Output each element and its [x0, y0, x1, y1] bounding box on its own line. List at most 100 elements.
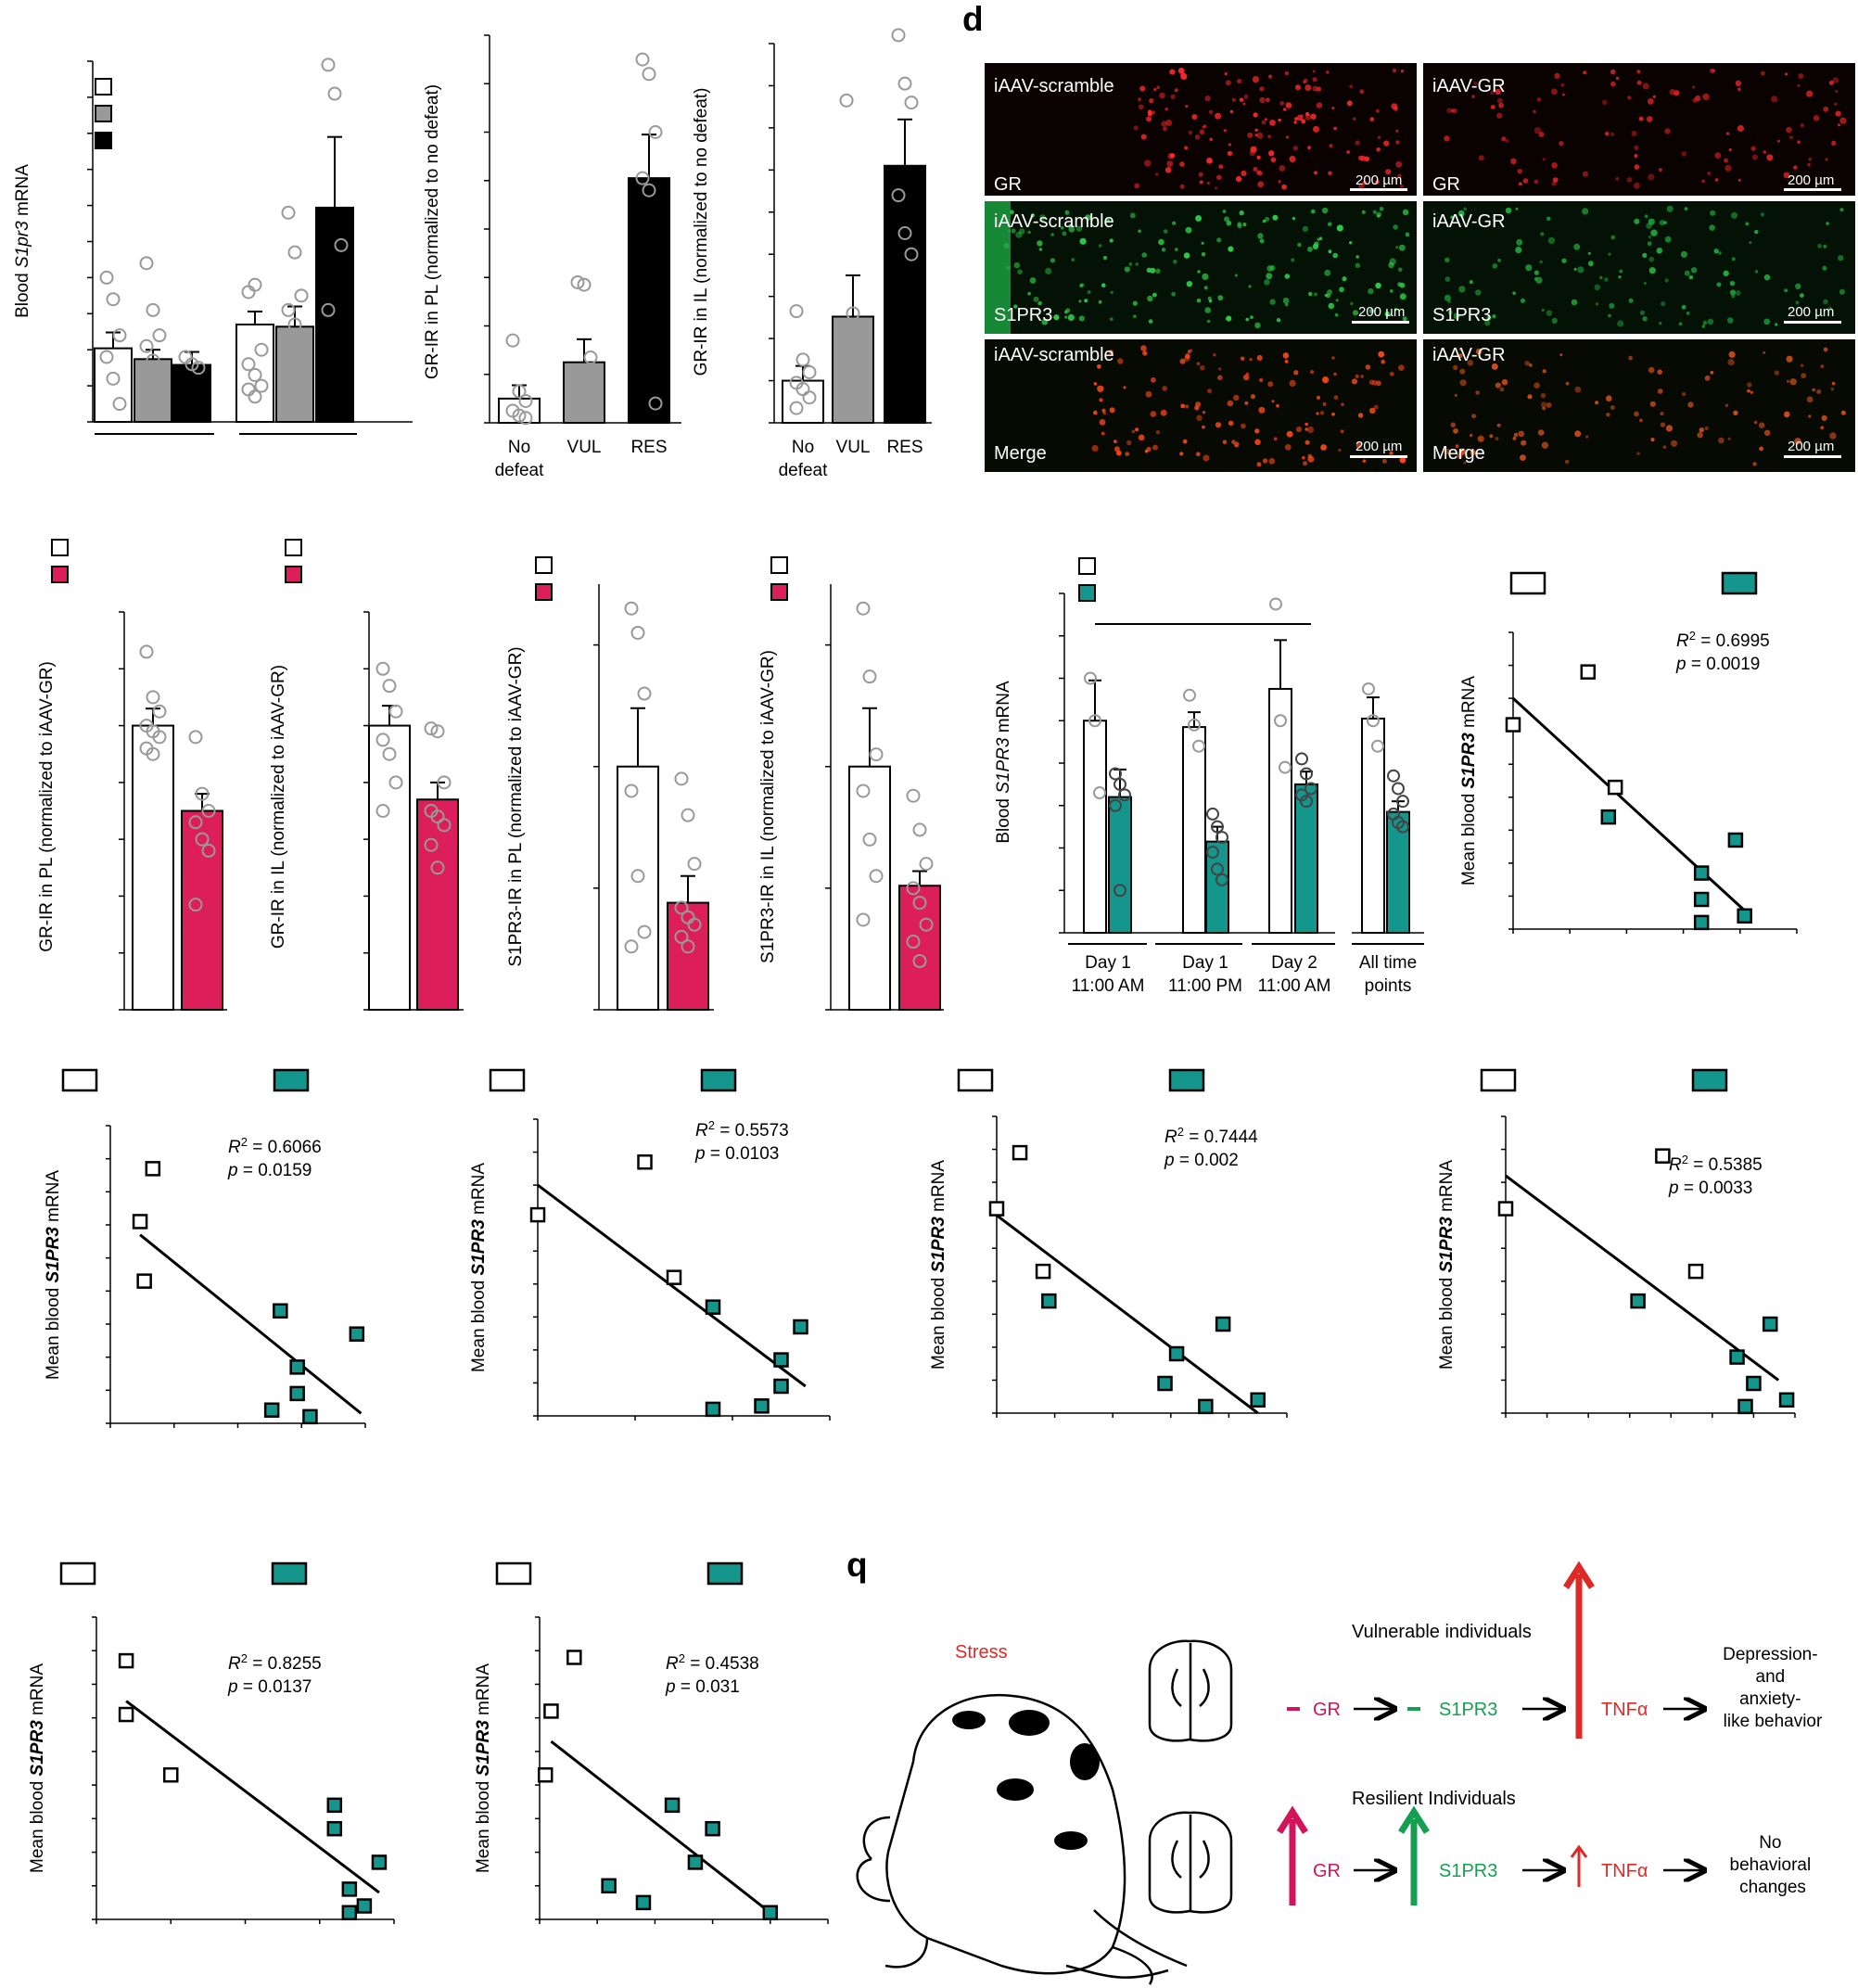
- data-point: [294, 328, 309, 343]
- cell-dot: [1447, 299, 1452, 303]
- cell-dot: [1209, 137, 1213, 142]
- data-point: [856, 912, 871, 927]
- r-squared-value: 0.8255: [268, 1654, 322, 1674]
- scale-bar-label: 200 µm: [1358, 304, 1405, 320]
- data-point: [1215, 873, 1228, 886]
- cell-dot: [1204, 307, 1212, 313]
- cell-dot: [1727, 317, 1734, 324]
- cell-dot: [1647, 98, 1654, 105]
- cell-dot: [1179, 184, 1185, 189]
- cell-dot: [1838, 123, 1840, 127]
- data-point: [1300, 767, 1313, 781]
- cell-dot: [1490, 90, 1495, 96]
- data-point-ptsd: [773, 1352, 789, 1368]
- data-point-ptsd: [326, 1820, 343, 1837]
- cell-dot: [1242, 102, 1246, 106]
- cell-dot: [1316, 395, 1321, 400]
- cell-dot: [1496, 97, 1503, 104]
- micrograph-channel: GR: [1432, 174, 1460, 195]
- cell-dot: [1775, 323, 1778, 326]
- cell-dot: [1218, 164, 1224, 170]
- data-point: [856, 601, 871, 616]
- cell-dot: [1496, 112, 1503, 119]
- cell-dot: [1834, 89, 1839, 94]
- r-squared-exp: 2: [241, 1651, 248, 1665]
- cell-dot: [1636, 452, 1640, 455]
- cell-dot: [1237, 222, 1241, 226]
- brain-resilient: [1148, 1811, 1233, 1914]
- cell-dot: [1821, 414, 1827, 421]
- cell-dot: [1541, 308, 1546, 312]
- r-squared-symbol: R: [666, 1654, 679, 1674]
- cell-dot: [1817, 243, 1822, 248]
- data-point-ptsd: [687, 1854, 704, 1870]
- legend-swatch-ptsd: [271, 1561, 308, 1586]
- micrograph-label: iAAV-GR: [1432, 76, 1506, 96]
- cell-dot: [1156, 85, 1160, 90]
- y-label-gene: S1PR3: [1459, 733, 1479, 789]
- cell-dot: [1278, 118, 1281, 122]
- cell-dot: [1099, 398, 1103, 402]
- data-point: [1392, 782, 1405, 796]
- micrograph-channel: Merge: [1432, 443, 1485, 464]
- data-point: [852, 318, 867, 333]
- p-symbol: p: [1164, 1151, 1175, 1170]
- data-point: [1211, 862, 1224, 876]
- cell-dot: [1009, 210, 1014, 215]
- panel-k: Mean blood S1PR3 mRNA R2 = 0.6066 p = 0.01…: [44, 1068, 366, 1428]
- data-point: [862, 669, 877, 684]
- y-label-part: Blood: [13, 268, 32, 318]
- data-point: [642, 67, 656, 82]
- bar: [898, 885, 941, 1012]
- cell-dot: [1828, 80, 1834, 85]
- cell-dot: [1352, 310, 1359, 316]
- data-point-ce: [529, 1206, 546, 1223]
- data-point: [897, 226, 912, 240]
- x-tick-line: No: [508, 438, 530, 457]
- cell-dot: [1229, 109, 1234, 114]
- cell-dot: [1328, 302, 1335, 310]
- cell-dot: [1269, 299, 1276, 305]
- cell-dot: [1368, 287, 1374, 295]
- cell-dot: [1098, 244, 1102, 248]
- data-point: [1084, 671, 1097, 685]
- data-point: [241, 357, 256, 372]
- cell-dot: [1510, 158, 1517, 164]
- cell-dot: [1664, 128, 1671, 134]
- cell-dot: [1750, 146, 1756, 151]
- cell-dot: [1328, 171, 1332, 176]
- cell-dot: [1129, 212, 1136, 219]
- data-point: [152, 730, 167, 745]
- cell-dot: [1752, 462, 1757, 466]
- cell-dot: [1495, 437, 1499, 441]
- cell-dot: [1678, 322, 1683, 326]
- cell-dot: [1800, 363, 1804, 367]
- cell-dot: [1123, 386, 1126, 389]
- cell-dot: [1647, 116, 1653, 122]
- panel-h: S1PR3-IR in IL (normalized to iAAV-GR): [758, 556, 944, 1012]
- cell-dot: [1340, 429, 1344, 434]
- cell-dot: [1091, 444, 1099, 452]
- cell-dot: [1707, 318, 1714, 325]
- bar: [181, 809, 223, 1011]
- data-point: [281, 205, 296, 220]
- y-axis-label: Mean blood S1PR3 mRNA: [1459, 676, 1479, 886]
- cell-dot: [1140, 134, 1147, 140]
- cell-dot: [1064, 310, 1068, 314]
- data-point: [1274, 714, 1287, 728]
- cell-dot: [1373, 404, 1379, 410]
- data-point-ptsd: [302, 1408, 318, 1425]
- cell-dot: [1206, 319, 1211, 324]
- cell-dot: [1133, 314, 1137, 319]
- cell-dot: [1075, 225, 1083, 232]
- cell-dot: [1295, 427, 1303, 433]
- r-squared: R2 = 0.8255: [228, 1651, 322, 1675]
- cell-dot: [1027, 291, 1031, 296]
- bar-no-ptsd: [1182, 726, 1206, 934]
- cell-dot: [1078, 315, 1085, 322]
- data-point: [802, 364, 817, 379]
- cell-dot: [1707, 172, 1712, 175]
- legend-swatch-ce: [1509, 571, 1546, 595]
- data-point: [518, 411, 533, 426]
- cell-dot: [1524, 360, 1530, 366]
